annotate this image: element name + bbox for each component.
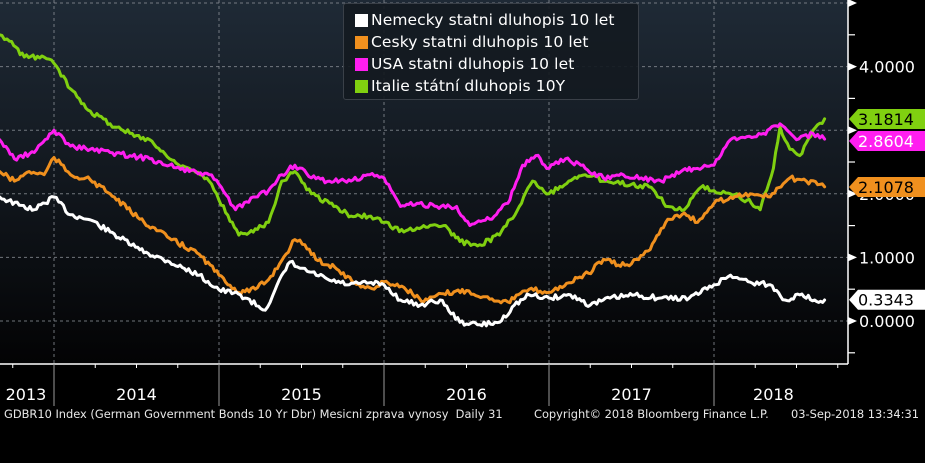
y-tick-arrow <box>848 126 857 135</box>
legend-item-germany: Nemecky statni dluhopis 10 let <box>355 9 615 31</box>
legend-swatch-germany <box>355 13 368 27</box>
last-value-tag-1: 2.1078 <box>849 176 925 197</box>
value-tag-text: 0.3343 <box>858 291 914 310</box>
footer: GDBR10 Index (German Government Bonds 10… <box>4 407 925 463</box>
legend-swatch-czech <box>355 35 368 49</box>
x-tick-label: 2018 <box>753 385 794 404</box>
series-line-0 <box>0 195 827 328</box>
last-value-tag-2: 2.8604 <box>849 131 925 151</box>
series-line-1 <box>0 156 827 305</box>
y-tick-label: 1.0000 <box>859 248 915 267</box>
value-tag-background <box>849 289 925 310</box>
x-tick-label: 2016 <box>446 385 487 404</box>
x-axis-area <box>0 364 848 406</box>
series-line-3 <box>0 33 827 248</box>
value-tag-text: 3.1814 <box>858 110 914 129</box>
y-tick-arrow <box>848 317 857 325</box>
axis-area <box>848 0 925 406</box>
x-tick-label: 2013 <box>6 385 47 404</box>
legend-swatch-usa <box>355 57 368 71</box>
footer-timestamp: 03-Sep-2018 13:34:31 <box>791 407 919 421</box>
last-value-tag-3: 3.1814 <box>849 109 925 129</box>
last-value-tags: 0.3343 2.1078 2.8604 3.1814 <box>849 109 925 310</box>
x-tick-label: 2015 <box>281 385 322 404</box>
y-tick-label: 0.0000 <box>859 312 915 331</box>
x-tick-labels: 2013 2014 2015 2016 2017 2018 <box>6 385 794 404</box>
value-tag-text: 2.8604 <box>858 132 914 151</box>
y-tick-arrow <box>848 62 857 71</box>
legend-item-usa: USA statni dluhopis 10 let <box>355 53 574 75</box>
y-tick-arrow <box>848 189 857 198</box>
series-line-2 <box>0 122 827 228</box>
y-tick-arrow <box>848 0 857 7</box>
legend-label-germany: Nemecky statni dluhopis 10 let <box>371 11 615 29</box>
footer-index-text: GDBR10 Index (German Government Bonds 10… <box>4 407 503 421</box>
legend-label-usa: USA statni dluhopis 10 let <box>371 55 575 73</box>
footer-copyright: Copyright© 2018 Bloomberg Finance L.P. <box>534 407 769 421</box>
legend-label-czech: Cesky statni dluhopis 10 let <box>371 33 589 51</box>
legend-swatch-italy <box>355 79 368 93</box>
x-tick-label: 2017 <box>611 385 652 404</box>
legend-item-czech: Cesky statni dluhopis 10 let <box>355 31 589 53</box>
series-lines <box>0 33 827 328</box>
last-value-tag-0: 0.3343 <box>849 289 925 310</box>
y-tick-arrow <box>848 253 857 262</box>
value-tag-text: 2.1078 <box>858 178 914 197</box>
y-tick-label: 4.0000 <box>859 58 915 77</box>
legend-item-italy: Italie státní dluhopis 10Y <box>355 75 565 97</box>
value-tag-background <box>849 131 925 151</box>
value-tag-background <box>849 109 925 129</box>
legend-label-italy: Italie státní dluhopis 10Y <box>371 77 566 95</box>
legend: Nemecky statni dluhopis 10 let Cesky sta… <box>343 3 639 100</box>
value-tag-background <box>849 176 925 197</box>
x-tick-label: 2014 <box>116 385 157 404</box>
